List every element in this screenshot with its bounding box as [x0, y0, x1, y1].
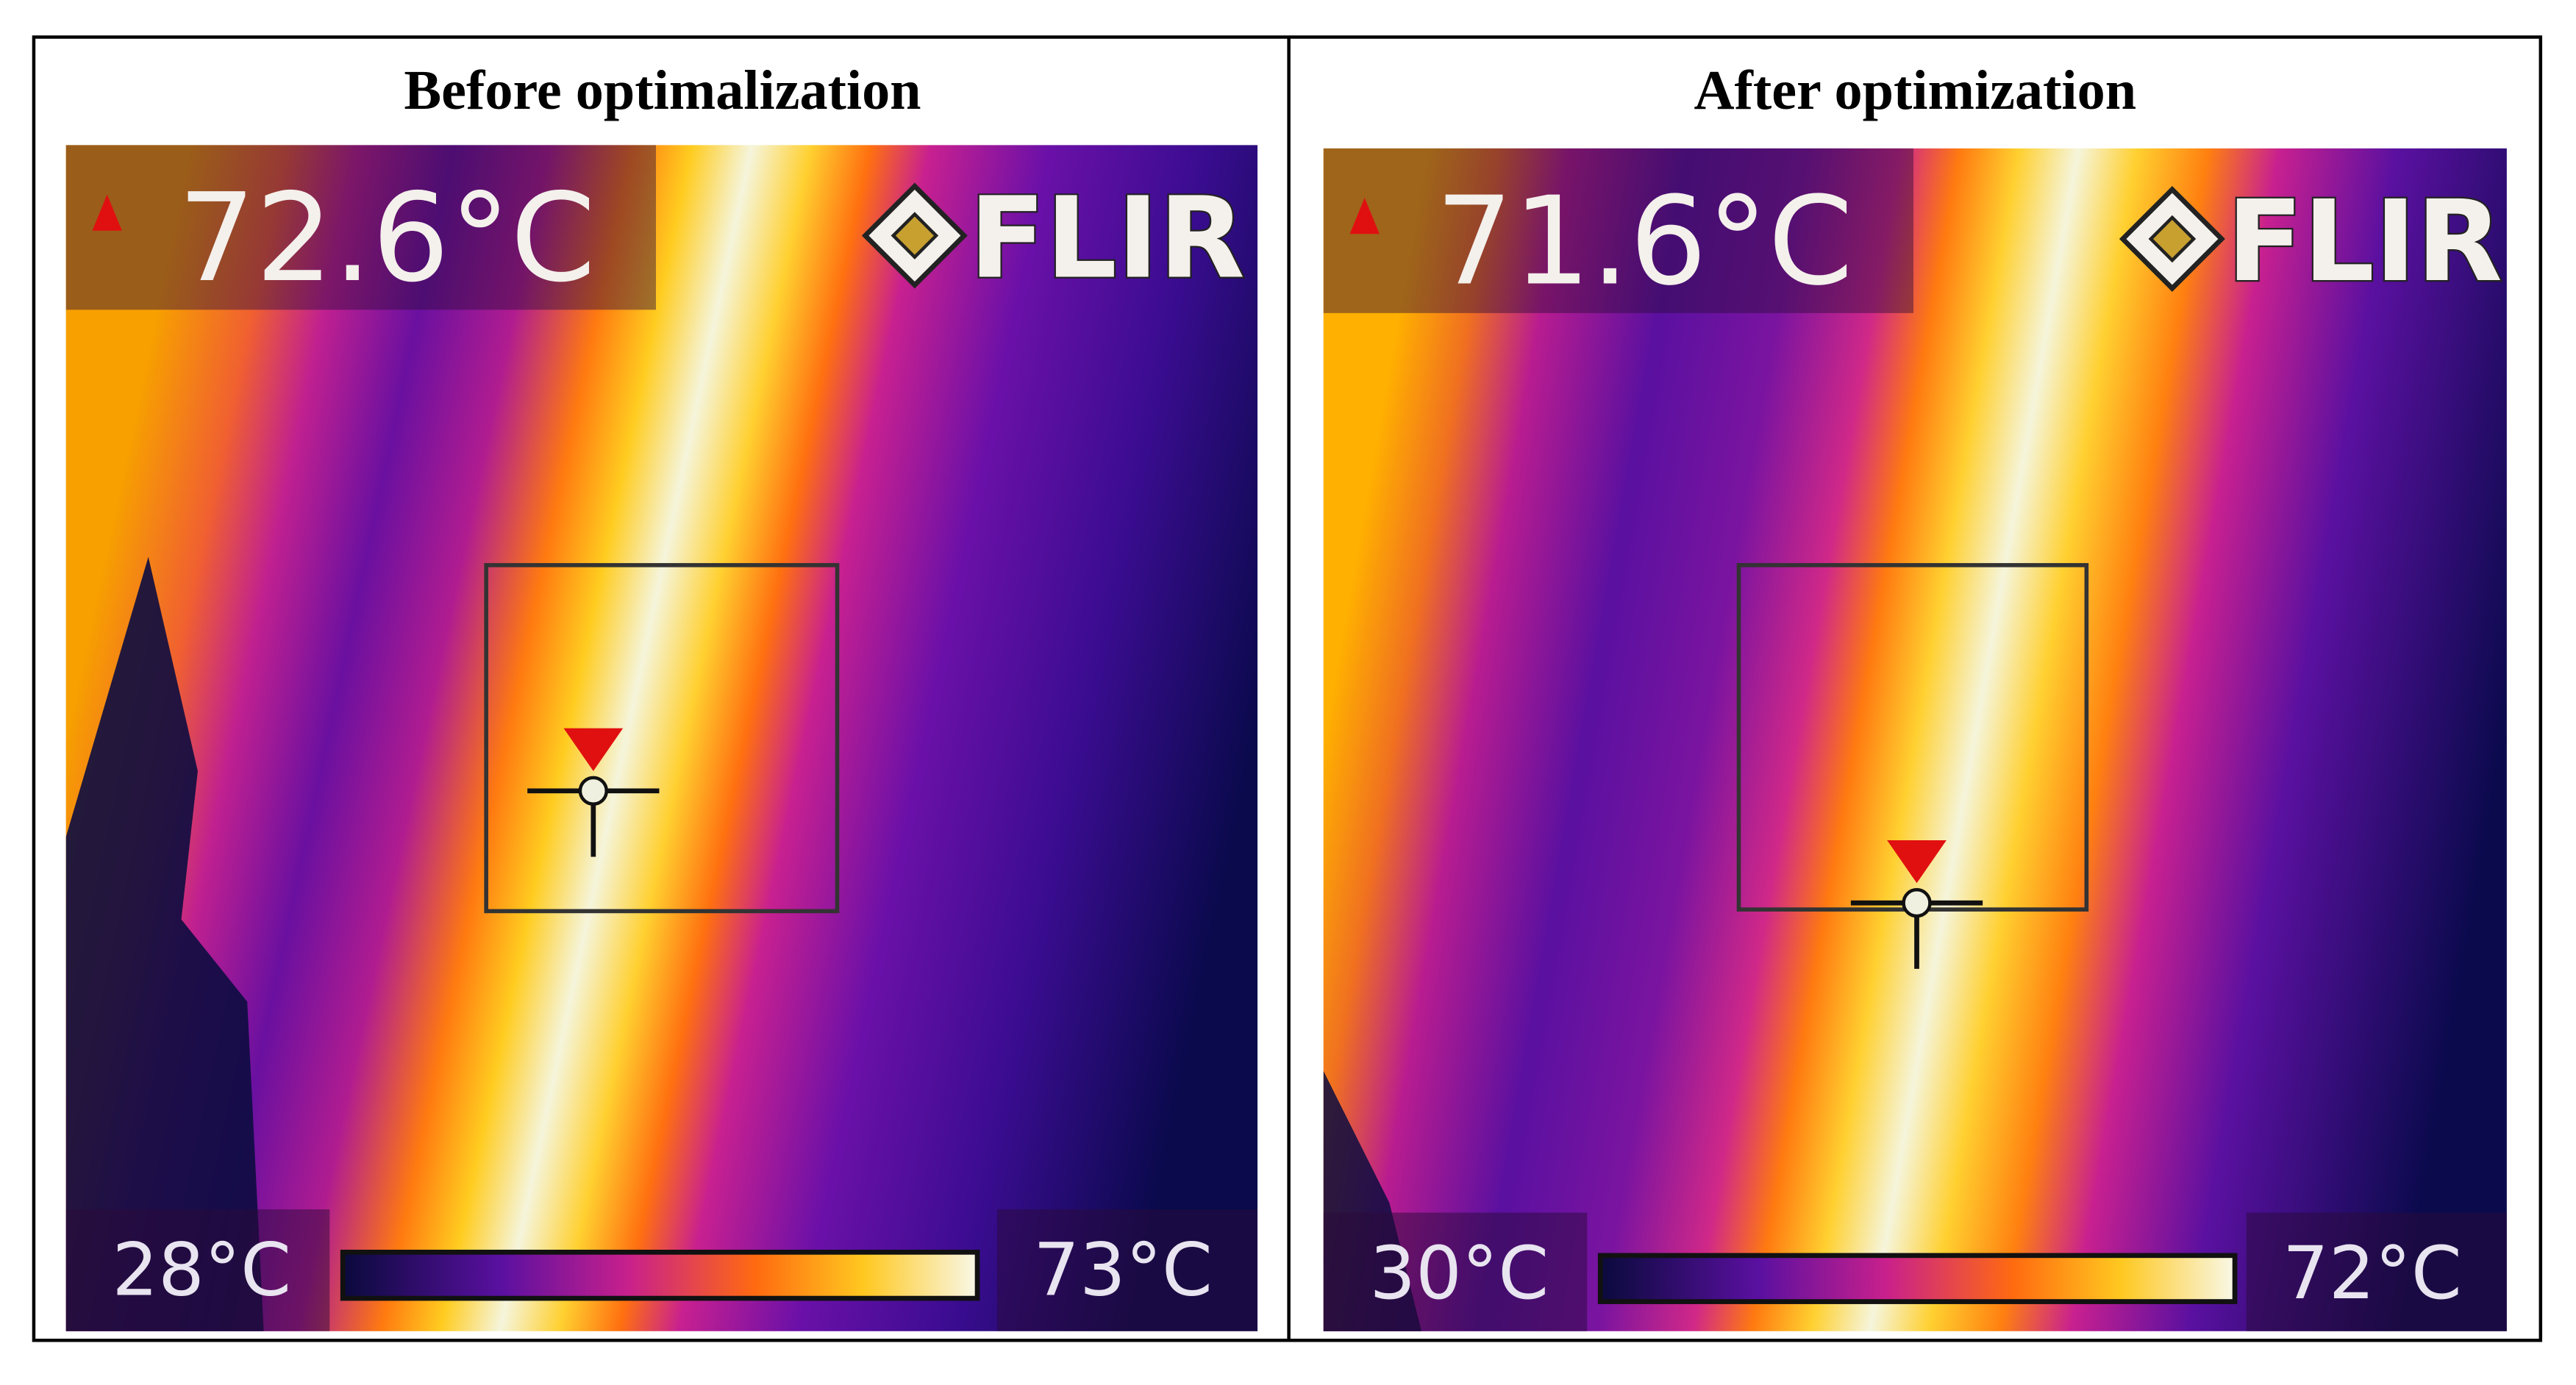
thermal-bands [65, 145, 1258, 1331]
spot-marker [563, 728, 624, 771]
measure-box [484, 562, 840, 914]
max-temperature: 72.6°C [178, 168, 596, 309]
scale-min-bg [1323, 1212, 1588, 1331]
dark-region [65, 556, 264, 1331]
color-bar [1597, 1253, 2238, 1304]
thermal-bands [1323, 148, 2507, 1331]
spot-marker [1887, 840, 1947, 884]
scale-min: 28°C [112, 1228, 291, 1313]
scale-max: 72°C [2283, 1231, 2462, 1316]
color-bar [340, 1249, 980, 1301]
crosshair-center [578, 776, 609, 806]
thermal-image: 71.6°C FLIR 30°C 72°C [1323, 148, 2507, 1331]
thermal-image: 72.6°C FLIR 28°C 73°C [65, 145, 1258, 1331]
scale-max-bg [2246, 1212, 2507, 1331]
scale-min-bg [65, 1209, 330, 1331]
panel-title: After optimization [1694, 60, 2136, 121]
scale-min: 30°C [1369, 1231, 1549, 1316]
brand-logo: FLIR [2227, 176, 2502, 307]
readout-bg [1323, 148, 1914, 313]
max-temperature: 71.6°C [1435, 171, 1853, 313]
max-marker [1349, 197, 1380, 235]
readout-bg [65, 145, 656, 310]
scale-max: 73°C [1033, 1228, 1213, 1313]
brand-logo: FLIR [969, 173, 1245, 304]
max-marker [92, 194, 122, 231]
scale-max-bg [996, 1209, 1258, 1331]
panel-title: Before optimalization [404, 60, 921, 121]
crosshair-center [1902, 888, 1932, 918]
